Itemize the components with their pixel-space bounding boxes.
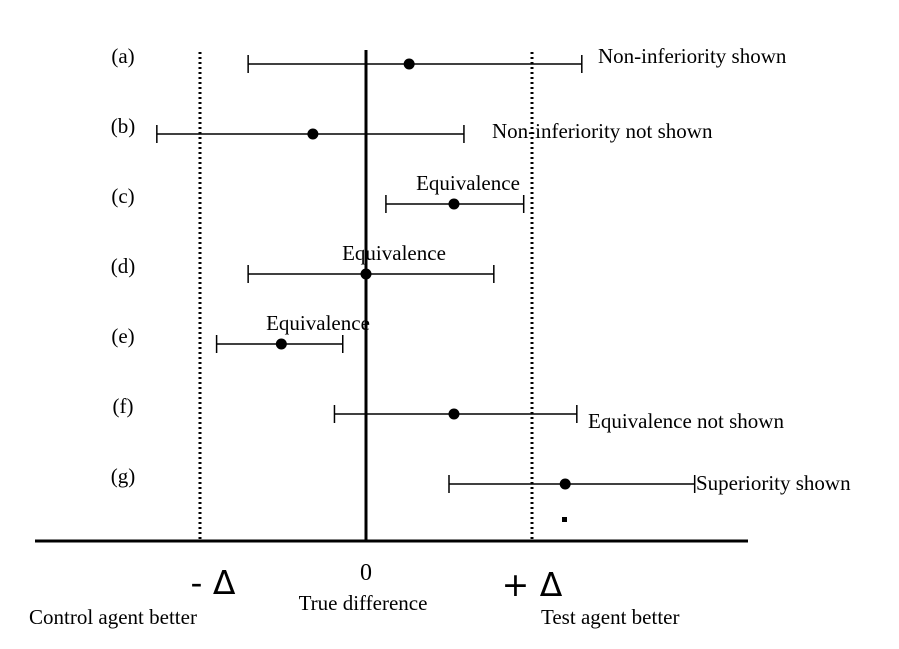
row-annotation: Non-inferiority not shown xyxy=(492,119,713,143)
point-estimate-dot xyxy=(275,338,287,350)
stray-dot-mark xyxy=(562,517,567,522)
row-label: (c) xyxy=(111,184,134,208)
row-label: (g) xyxy=(111,464,136,488)
point-estimate-dot xyxy=(307,128,319,140)
point-estimate-dot xyxy=(448,198,460,210)
row-annotation: Superiority shown xyxy=(696,471,851,495)
row-label: (b) xyxy=(111,114,136,138)
interval-row: (e) Equivalence xyxy=(111,311,370,353)
row-annotation: Equivalence not shown xyxy=(588,409,784,433)
minus-delta-label: - Δ xyxy=(191,563,236,602)
interval-row: (g) Superiority shown xyxy=(111,464,851,495)
test-agent-better-label: Test agent better xyxy=(541,605,679,629)
interval-row: (a) Non-inferiority shown xyxy=(111,44,787,73)
interval-row: (f) Equivalence not shown xyxy=(113,394,785,433)
true-difference-label: True difference xyxy=(299,591,428,615)
control-agent-better-label: Control agent better xyxy=(29,605,197,629)
interval-rows: (a) Non-inferiority shown (b) Non-inferiori… xyxy=(111,44,851,495)
interval-row: (c) Equivalence xyxy=(111,171,525,213)
row-annotation: Equivalence xyxy=(266,311,370,335)
row-annotation: Non-inferiority shown xyxy=(598,44,787,68)
point-estimate-dot xyxy=(559,478,571,490)
interval-row: (d) Equivalence xyxy=(111,241,495,283)
plus-delta-label: + Δ xyxy=(502,565,563,604)
point-estimate-dot xyxy=(360,268,372,280)
point-estimate-dot xyxy=(448,408,460,420)
zero-tick-label: 0 xyxy=(360,560,372,586)
point-estimate-dot xyxy=(403,58,415,70)
row-label: (d) xyxy=(111,254,136,278)
row-annotation: Equivalence xyxy=(416,171,520,195)
row-annotation: Equivalence xyxy=(342,241,446,265)
interval-row: (b) Non-inferiority not shown xyxy=(111,114,713,143)
row-label: (a) xyxy=(111,44,134,68)
row-label: (f) xyxy=(113,394,134,418)
row-label: (e) xyxy=(111,324,134,348)
